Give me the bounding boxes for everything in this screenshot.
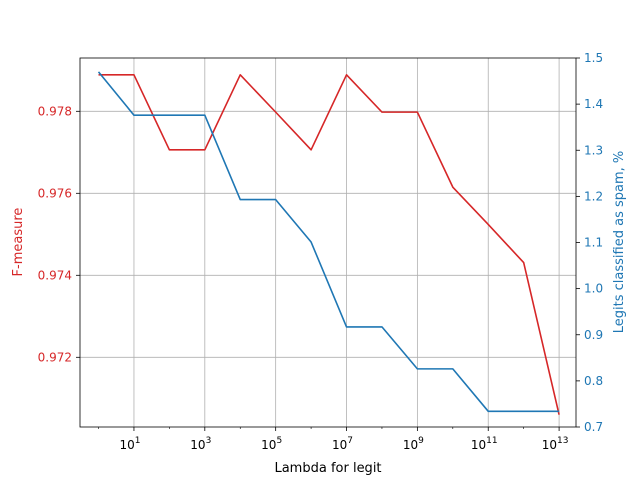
right-y-tick-label: 0.9 <box>584 328 603 342</box>
right-y-tick-label: 1.5 <box>584 51 603 65</box>
x-tick-label-base: 10 <box>403 438 418 452</box>
x-tick-label-base: 10 <box>542 438 557 452</box>
x-tick-label: 103 <box>190 436 211 452</box>
x-tick-label: 101 <box>119 436 140 452</box>
right-y-tick-label: 1.2 <box>584 189 603 203</box>
x-tick-label-exponent: 1 <box>135 436 141 446</box>
x-tick-label-exponent: 3 <box>206 436 212 446</box>
f-measure-line <box>99 75 560 415</box>
right-y-tick-label: 0.8 <box>584 374 603 388</box>
left-y-tick-label: 0.976 <box>38 186 72 200</box>
x-tick-label-exponent: 5 <box>276 436 282 446</box>
right-y-axis-label: Legits classified as spam, % <box>612 151 627 333</box>
right-y-tick-label: 1.3 <box>584 143 603 157</box>
x-tick-label-base: 10 <box>261 438 276 452</box>
x-tick-label-base: 10 <box>332 438 347 452</box>
x-tick-label: 105 <box>261 436 282 452</box>
x-tick-label-base: 10 <box>119 438 134 452</box>
x-tick-label-exponent: 9 <box>418 436 424 446</box>
right-y-tick-label: 1.4 <box>584 97 603 111</box>
left-y-tick-label: 0.978 <box>38 104 72 118</box>
x-tick-label: 1013 <box>542 436 569 452</box>
x-tick-label-base: 10 <box>471 438 486 452</box>
left-y-tick-label: 0.972 <box>38 350 72 364</box>
x-tick-label-exponent: 13 <box>557 436 568 446</box>
right-y-tick-label: 1.1 <box>584 236 603 250</box>
x-tick-label: 107 <box>332 436 353 452</box>
x-tick-label-base: 10 <box>190 438 205 452</box>
left-y-axis-label: F-measure <box>11 208 26 277</box>
x-tick-label-exponent: 11 <box>486 436 497 446</box>
x-tick-label-exponent: 7 <box>347 436 353 446</box>
right-y-tick-label: 1.0 <box>584 282 603 296</box>
x-tick-label: 1011 <box>471 436 498 452</box>
x-tick-label: 109 <box>403 436 424 452</box>
x-axis-label: Lambda for legit <box>274 461 381 476</box>
left-y-tick-label: 0.974 <box>38 268 72 282</box>
right-y-tick-label: 0.7 <box>584 420 603 434</box>
series-layer <box>99 72 560 415</box>
legits-spam-line <box>99 72 560 411</box>
